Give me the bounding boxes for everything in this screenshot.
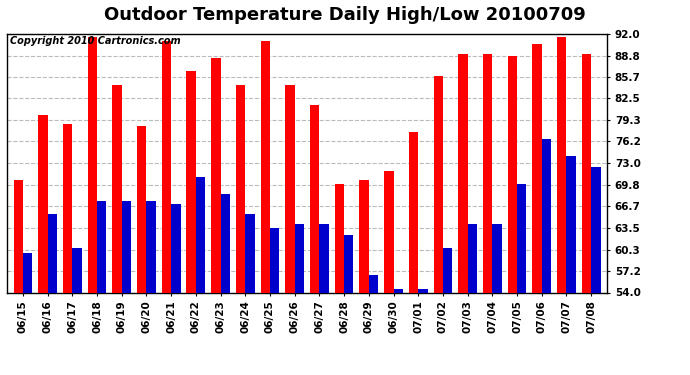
Bar xyxy=(14,180,23,292)
Bar xyxy=(63,124,72,292)
Bar xyxy=(359,180,369,292)
Bar xyxy=(533,44,542,292)
Bar xyxy=(542,139,551,292)
Bar xyxy=(72,248,81,292)
Bar xyxy=(171,204,181,292)
Bar xyxy=(245,214,255,292)
Bar xyxy=(582,54,591,292)
Bar xyxy=(211,58,221,292)
Bar xyxy=(483,54,493,292)
Bar xyxy=(335,183,344,292)
Bar xyxy=(310,105,319,292)
Bar xyxy=(418,289,428,292)
Bar xyxy=(146,201,156,292)
Bar xyxy=(48,214,57,292)
Bar xyxy=(88,37,97,292)
Bar xyxy=(344,235,353,292)
Bar xyxy=(557,37,566,292)
Bar xyxy=(112,85,121,292)
Bar xyxy=(508,56,517,292)
Bar xyxy=(433,76,443,292)
Bar xyxy=(97,201,106,292)
Bar xyxy=(566,156,576,292)
Bar xyxy=(38,116,48,292)
Bar xyxy=(591,166,600,292)
Text: Outdoor Temperature Daily High/Low 20100709: Outdoor Temperature Daily High/Low 20100… xyxy=(104,6,586,24)
Bar xyxy=(443,248,453,292)
Bar xyxy=(270,228,279,292)
Text: Copyright 2010 Cartronics.com: Copyright 2010 Cartronics.com xyxy=(10,36,181,46)
Bar xyxy=(186,71,196,292)
Bar xyxy=(468,224,477,292)
Bar xyxy=(409,132,418,292)
Bar xyxy=(393,289,403,292)
Bar xyxy=(319,224,329,292)
Bar xyxy=(285,85,295,292)
Bar xyxy=(121,201,131,292)
Bar xyxy=(369,276,378,292)
Bar xyxy=(493,224,502,292)
Bar xyxy=(196,177,205,292)
Bar xyxy=(221,194,230,292)
Bar xyxy=(137,126,146,292)
Bar xyxy=(261,40,270,292)
Bar xyxy=(161,40,171,292)
Bar xyxy=(458,54,468,292)
Bar xyxy=(295,224,304,292)
Bar xyxy=(384,171,393,292)
Bar xyxy=(236,85,245,292)
Bar xyxy=(517,183,526,292)
Bar xyxy=(23,253,32,292)
